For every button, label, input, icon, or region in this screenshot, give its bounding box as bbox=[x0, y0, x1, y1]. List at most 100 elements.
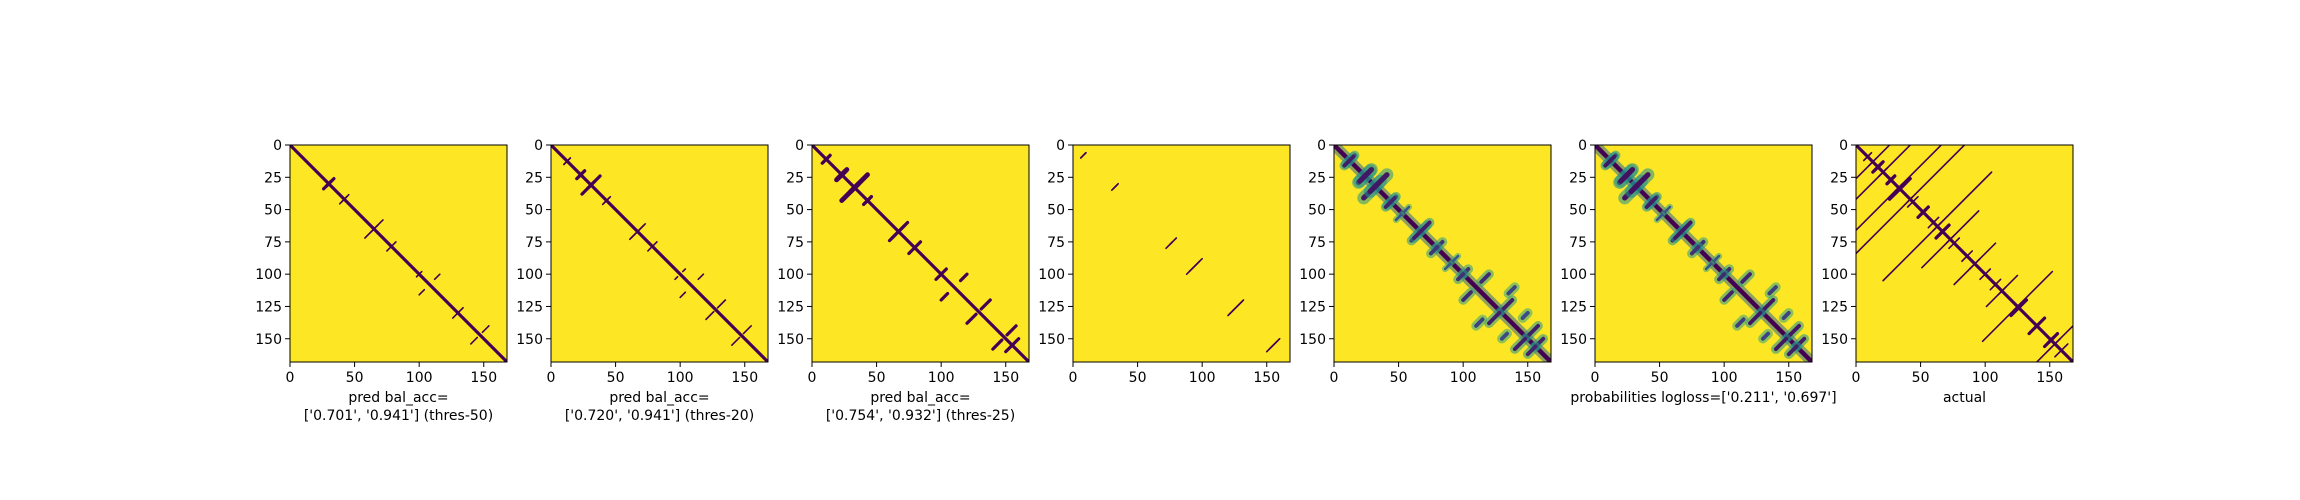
diagonal-band bbox=[1595, 145, 1812, 362]
contact-3-lower bbox=[601, 197, 610, 206]
x-tick-label: 100 bbox=[1711, 370, 1738, 386]
x-tick-label: 50 bbox=[607, 370, 625, 386]
y-tick-label: 0 bbox=[273, 138, 282, 154]
contact-7-upper bbox=[979, 298, 992, 311]
y-tick-label: 150 bbox=[516, 332, 543, 348]
contact-core-14-upper bbox=[1451, 254, 1460, 263]
contact-24-lower bbox=[1868, 145, 1891, 167]
contact-core-3-lower bbox=[1644, 196, 1658, 209]
axes-frame bbox=[1855, 144, 2074, 363]
contact-20-lower bbox=[1932, 171, 1993, 232]
contact-6-lower bbox=[470, 336, 479, 345]
x-tick-label: 50 bbox=[1651, 370, 1669, 386]
y-tick-label: 125 bbox=[516, 299, 543, 315]
contact-core-2-lower bbox=[1367, 172, 1390, 195]
contact-2-lower bbox=[848, 172, 870, 194]
x-tick-label: 50 bbox=[1390, 370, 1408, 386]
x-tick-label: 0 bbox=[1852, 370, 1861, 386]
contact-13-upper bbox=[2035, 316, 2047, 328]
y-tick-label: 100 bbox=[1560, 267, 1587, 283]
contact-core-13-lower bbox=[1394, 213, 1403, 222]
contact-6-upper bbox=[940, 267, 948, 275]
y-tick-label: 75 bbox=[1308, 235, 1326, 251]
y-tick-label: 100 bbox=[255, 267, 282, 283]
x-tick-label: 0 bbox=[1330, 370, 1339, 386]
contact-core-13-upper bbox=[1402, 205, 1411, 214]
panel-caption-line-2: ['0.754', '0.932'] (thres-25) bbox=[826, 408, 1015, 424]
contact-core-9-lower bbox=[1722, 290, 1734, 302]
contact-12-lower bbox=[2009, 304, 2022, 318]
contact-9-upper bbox=[697, 273, 705, 281]
contact-6-upper bbox=[681, 268, 687, 273]
y-tick-label: 150 bbox=[255, 332, 282, 348]
x-tick-label: 100 bbox=[1450, 370, 1477, 386]
y-tick-label: 150 bbox=[1821, 332, 1848, 348]
contact-0-lower bbox=[563, 157, 572, 166]
contact-core-4-lower bbox=[1412, 220, 1432, 240]
heatmap-image bbox=[812, 145, 1029, 362]
contact-core-7-upper bbox=[1499, 298, 1515, 313]
contact-core-3-lower bbox=[1383, 196, 1397, 209]
panel-caption-line-1: actual bbox=[1943, 390, 1986, 406]
y-tick-label: 125 bbox=[1560, 299, 1587, 315]
y-tick-label: 75 bbox=[525, 235, 543, 251]
contact-7-lower bbox=[1934, 223, 1951, 240]
contact-18-lower bbox=[1997, 274, 2019, 296]
contact-core-8-upper bbox=[1525, 323, 1541, 339]
y-tick-label: 0 bbox=[1317, 138, 1326, 154]
contact-7-lower bbox=[705, 310, 715, 321]
y-tick-label: 150 bbox=[1038, 332, 1065, 348]
axes-frame bbox=[811, 144, 1030, 363]
contact-0-lower bbox=[820, 153, 832, 165]
contact-21-lower bbox=[1906, 145, 1966, 203]
contact-core-14-lower bbox=[1704, 262, 1713, 271]
axes-frame bbox=[1333, 144, 1552, 363]
contact-5-lower bbox=[647, 244, 654, 252]
contact-2-lower bbox=[1165, 241, 1174, 250]
contact-0-lower bbox=[324, 176, 336, 188]
contact-6-upper bbox=[481, 325, 490, 334]
contact-0-lower bbox=[1862, 153, 1872, 162]
heatmap-panel-6: 0 50 100 150 0 25 50 75 100 125 150 probabilities l… bbox=[1560, 138, 1836, 406]
contact-core-12-lower bbox=[1499, 331, 1510, 341]
contact-core-11-lower bbox=[1735, 317, 1746, 328]
x-tick-label: 150 bbox=[992, 370, 1019, 386]
x-tick-label: 150 bbox=[2036, 370, 2063, 386]
contact-1-lower bbox=[835, 167, 850, 181]
contact-core-13-lower bbox=[1655, 213, 1664, 222]
diagonal-band bbox=[812, 145, 1029, 362]
contact-6-lower bbox=[1927, 220, 1936, 229]
contact-core-12-lower bbox=[1760, 331, 1771, 341]
heatmap-image bbox=[1334, 145, 1551, 362]
contact-24-upper bbox=[1856, 157, 1878, 180]
contact-20-upper bbox=[1882, 221, 1943, 282]
contact-core-0-lower bbox=[1342, 154, 1356, 168]
contact-5-lower bbox=[1916, 207, 1928, 219]
contact-0-lower bbox=[1079, 151, 1087, 159]
contact-7-lower bbox=[418, 288, 426, 296]
x-tick-label: 0 bbox=[1069, 370, 1078, 386]
contact-4-lower bbox=[415, 274, 419, 278]
y-tick-label: 75 bbox=[1047, 235, 1065, 251]
contact-16-lower bbox=[1945, 210, 1980, 244]
heatmap-image bbox=[1595, 145, 1812, 362]
y-tick-label: 100 bbox=[1821, 267, 1848, 283]
panel-caption-line-1: pred bal_acc= bbox=[870, 390, 970, 406]
contact-core-7-lower bbox=[1748, 310, 1763, 326]
x-tick-label: 0 bbox=[286, 370, 295, 386]
heatmap-panel-2: 0 50 100 150 0 25 50 75 100 125 150 pred bal_acc= ['… bbox=[516, 138, 769, 424]
contact-6-lower bbox=[674, 275, 679, 281]
contact-core-5-lower bbox=[1689, 245, 1701, 256]
y-tick-label: 75 bbox=[264, 235, 282, 251]
heatmap-image bbox=[551, 145, 768, 362]
y-tick-label: 50 bbox=[1308, 203, 1326, 219]
diagonal-band bbox=[290, 145, 507, 362]
heatmap-background bbox=[1073, 145, 1290, 362]
x-tick-label: 100 bbox=[928, 370, 955, 386]
contact-8-upper bbox=[1953, 237, 1961, 244]
x-tick-label: 150 bbox=[1775, 370, 1802, 386]
contact-9-lower bbox=[679, 291, 687, 299]
contact-core-9-upper bbox=[1479, 272, 1491, 284]
contact-9-lower bbox=[1961, 253, 1970, 263]
contact-core-10-lower bbox=[1786, 344, 1799, 357]
